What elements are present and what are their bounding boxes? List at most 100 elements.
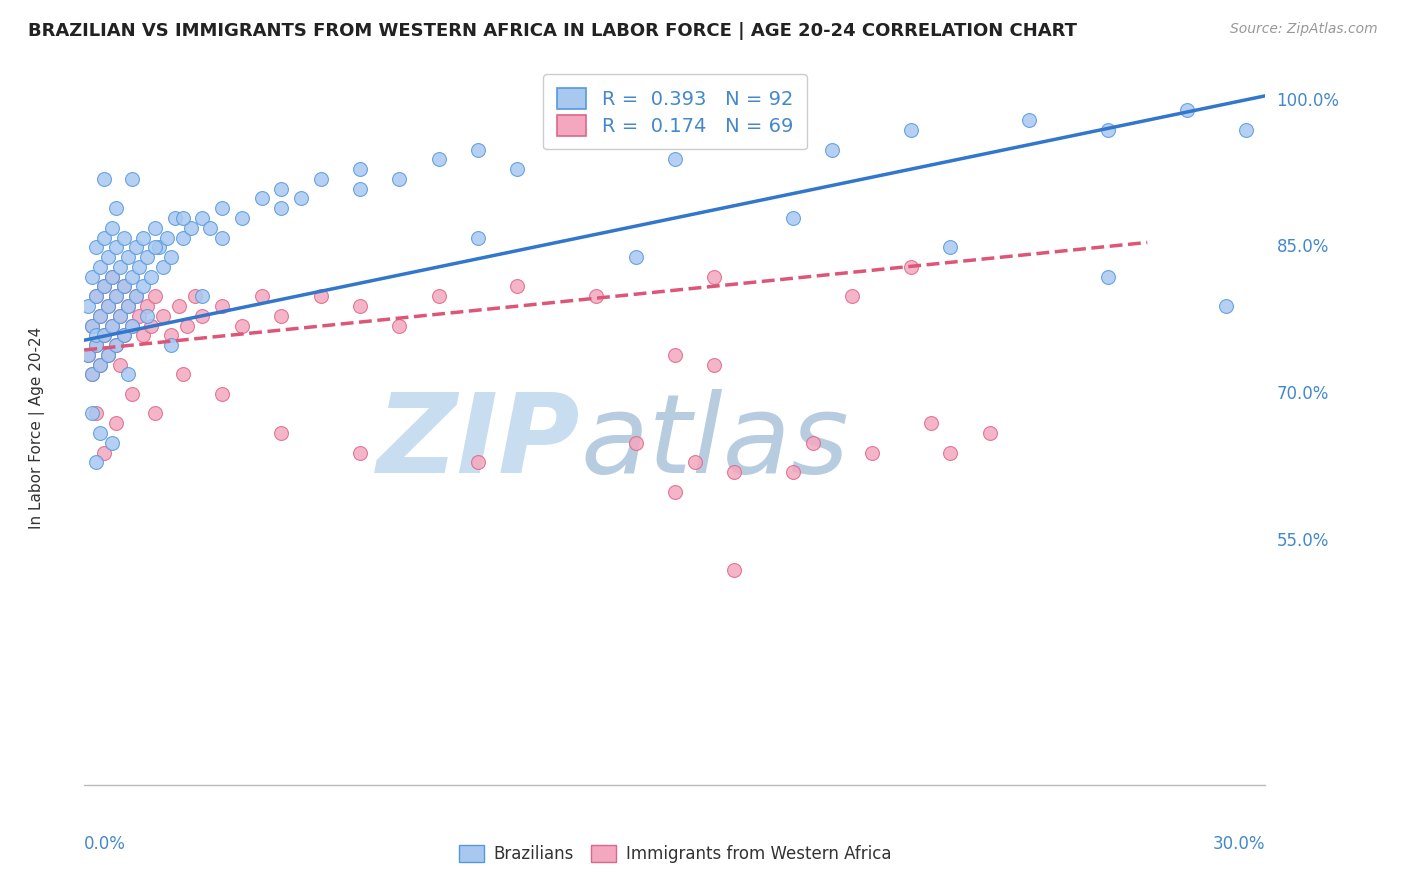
- Point: [104, 201, 127, 215]
- Point: [900, 123, 922, 137]
- Point: [128, 260, 150, 274]
- Point: [104, 289, 127, 303]
- Point: [1234, 123, 1257, 137]
- Point: [93, 328, 115, 343]
- Point: [211, 299, 233, 313]
- Point: [167, 299, 190, 313]
- Point: [250, 289, 273, 303]
- Point: [211, 387, 233, 401]
- Point: [93, 445, 115, 459]
- Point: [1215, 299, 1237, 313]
- Point: [624, 250, 647, 264]
- Point: [664, 348, 686, 362]
- Point: [191, 309, 214, 323]
- Point: [108, 358, 131, 372]
- Point: [467, 143, 489, 157]
- Point: [152, 260, 174, 274]
- Point: [624, 435, 647, 450]
- Point: [93, 172, 115, 186]
- Point: [136, 250, 159, 264]
- Point: [191, 211, 214, 225]
- Point: [89, 260, 111, 274]
- Point: [156, 230, 179, 244]
- Point: [172, 230, 194, 244]
- Point: [349, 299, 371, 313]
- Point: [1097, 269, 1119, 284]
- Point: [683, 455, 706, 469]
- Point: [89, 309, 111, 323]
- Point: [112, 230, 135, 244]
- Point: [89, 358, 111, 372]
- Point: [141, 269, 163, 284]
- Point: [82, 318, 104, 333]
- Point: [309, 289, 332, 303]
- Point: [121, 318, 143, 333]
- Point: [183, 289, 205, 303]
- Point: [93, 279, 115, 293]
- Point: [900, 260, 922, 274]
- Point: [290, 191, 312, 205]
- Point: [160, 328, 183, 343]
- Point: [211, 230, 233, 244]
- Point: [101, 435, 124, 450]
- Point: [84, 240, 107, 254]
- Point: [349, 445, 371, 459]
- Point: [97, 250, 120, 264]
- Point: [93, 230, 115, 244]
- Point: [82, 368, 104, 382]
- Point: [101, 220, 124, 235]
- Point: [84, 338, 107, 352]
- Point: [93, 279, 115, 293]
- Point: [143, 289, 166, 303]
- Point: [108, 260, 131, 274]
- Point: [82, 407, 104, 421]
- Point: [108, 309, 131, 323]
- Point: [160, 338, 183, 352]
- Point: [101, 269, 124, 284]
- Point: [467, 230, 489, 244]
- Point: [388, 172, 411, 186]
- Point: [89, 309, 111, 323]
- Point: [191, 289, 214, 303]
- Point: [84, 289, 107, 303]
- Point: [939, 240, 962, 254]
- Point: [93, 328, 115, 343]
- Point: [77, 348, 100, 362]
- Point: [132, 230, 155, 244]
- Point: [664, 484, 686, 499]
- Point: [1018, 113, 1040, 128]
- Point: [1097, 123, 1119, 137]
- Point: [117, 299, 139, 313]
- Point: [270, 201, 292, 215]
- Point: [82, 368, 104, 382]
- Point: [112, 279, 135, 293]
- Point: [97, 348, 120, 362]
- Point: [136, 309, 159, 323]
- Point: [250, 191, 273, 205]
- Point: [101, 318, 124, 333]
- Point: [124, 289, 146, 303]
- Point: [84, 328, 107, 343]
- Point: [143, 407, 166, 421]
- Point: [585, 133, 607, 147]
- Point: [101, 318, 124, 333]
- Point: [128, 309, 150, 323]
- Text: ZIP: ZIP: [377, 389, 581, 496]
- Point: [979, 425, 1001, 440]
- Point: [112, 328, 135, 343]
- Point: [703, 358, 725, 372]
- Point: [270, 182, 292, 196]
- Text: atlas: atlas: [581, 389, 849, 496]
- Point: [121, 172, 143, 186]
- Point: [176, 318, 198, 333]
- Point: [117, 299, 139, 313]
- Point: [703, 269, 725, 284]
- Point: [132, 328, 155, 343]
- Point: [84, 455, 107, 469]
- Point: [349, 182, 371, 196]
- Point: [97, 299, 120, 313]
- Point: [89, 425, 111, 440]
- Point: [89, 358, 111, 372]
- Point: [84, 407, 107, 421]
- Point: [104, 289, 127, 303]
